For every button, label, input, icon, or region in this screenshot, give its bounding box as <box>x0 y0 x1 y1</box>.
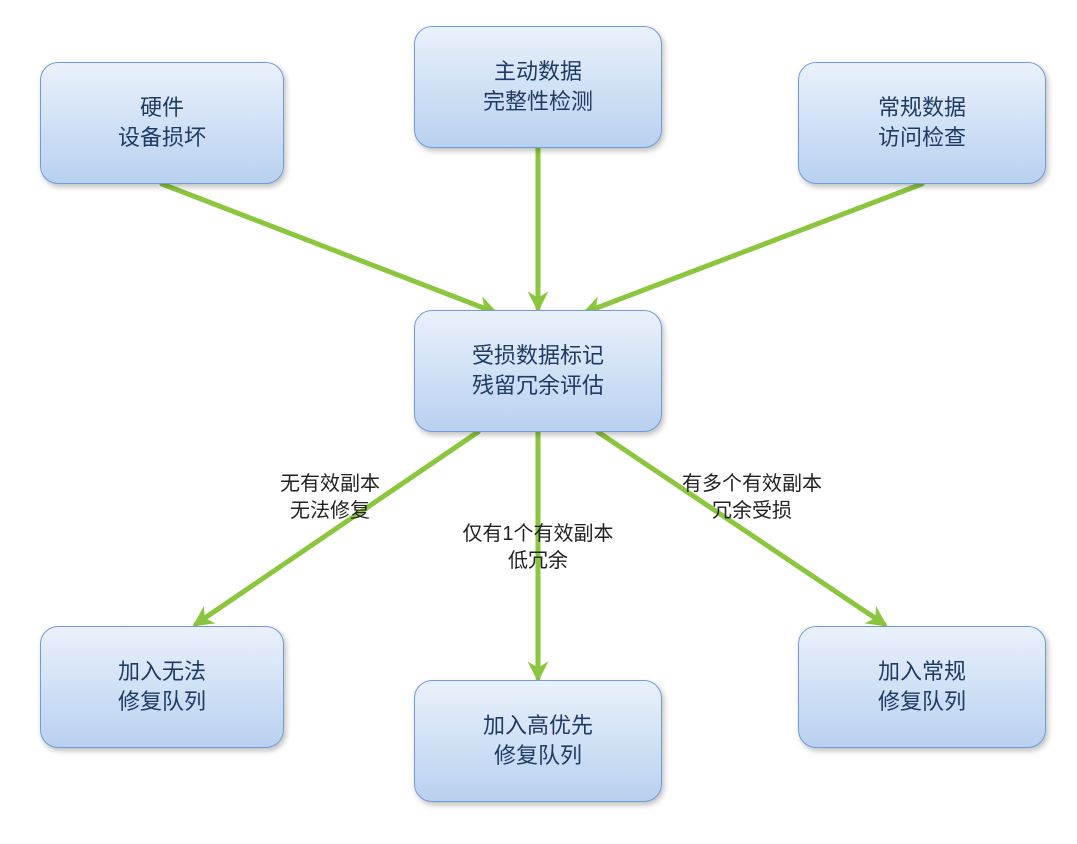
flowchart-stage: { "diagram": { "type": "flowchart", "can… <box>0 0 1077 844</box>
node-text: 加入无法 <box>118 657 206 687</box>
node-text: 加入高优先 <box>483 711 593 741</box>
node-text: 修复队列 <box>494 741 582 771</box>
edge-label-multi-copy: 有多个有效副本 冗余受损 <box>682 471 822 525</box>
node-text: 完整性检测 <box>483 87 593 117</box>
edge-e3 <box>586 184 922 312</box>
node-text: 硬件 <box>140 93 184 123</box>
node-active-integrity-check: 主动数据 完整性检测 <box>414 26 662 148</box>
edge-e6 <box>598 432 884 624</box>
node-text: 主动数据 <box>494 57 582 87</box>
node-text: 常规数据 <box>878 93 966 123</box>
edge-e4 <box>196 432 478 624</box>
node-normal-access-check: 常规数据 访问检查 <box>798 62 1046 184</box>
edge-label-no-copy: 无有效副本 无法修复 <box>280 471 380 525</box>
node-queue-normal: 加入常规 修复队列 <box>798 626 1046 748</box>
node-damage-assessment: 受损数据标记 残留冗余评估 <box>414 310 662 432</box>
node-text: 设备损坏 <box>118 123 206 153</box>
edge-label-one-copy: 仅有1个有效副本 低冗余 <box>462 521 613 575</box>
node-hardware-failure: 硬件 设备损坏 <box>40 62 284 184</box>
node-queue-unrepairable: 加入无法 修复队列 <box>40 626 284 748</box>
node-text: 修复队列 <box>118 687 206 717</box>
node-text: 访问检查 <box>878 123 966 153</box>
edge-e1 <box>162 184 494 312</box>
node-text: 修复队列 <box>878 687 966 717</box>
node-text: 受损数据标记 <box>472 341 604 371</box>
node-text: 残留冗余评估 <box>472 371 604 401</box>
node-queue-high-priority: 加入高优先 修复队列 <box>414 680 662 802</box>
node-text: 加入常规 <box>878 657 966 687</box>
